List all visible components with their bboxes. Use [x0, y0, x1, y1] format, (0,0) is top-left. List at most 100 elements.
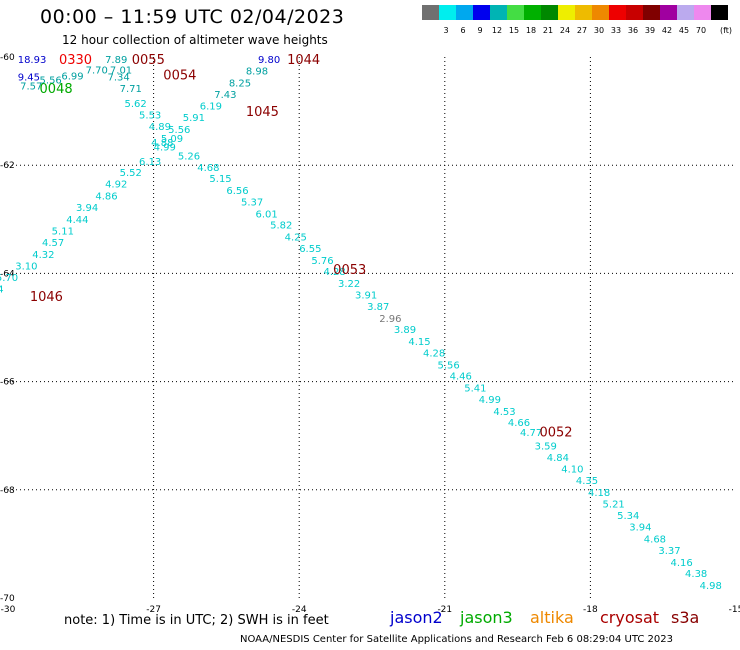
wave-height-value: 8.25	[229, 78, 251, 89]
wave-height-value: 4.84	[547, 453, 569, 464]
wave-height-value: 5.56	[40, 76, 62, 87]
wave-height-value: 4.86	[95, 191, 117, 202]
map-title: 00:00 – 11:59 UTC 02/04/2023	[40, 6, 345, 28]
wave-height-value: 3.94	[629, 523, 651, 534]
wave-height-value: 4.53	[493, 407, 515, 418]
wave-height-value: 4.77	[520, 428, 542, 439]
wave-height-value: 4.25	[285, 233, 307, 244]
wave-height-value: 4.66	[508, 418, 530, 429]
wave-height-value: 9.80	[258, 55, 280, 66]
wave-height-value: 4.46	[450, 372, 472, 383]
wave-height-value: 4.38	[685, 569, 707, 580]
lon-tick-label: -15	[729, 605, 740, 615]
wave-height-value: 4.64	[0, 285, 4, 296]
map-subtitle: 12 hour collection of altimeter wave hei…	[62, 33, 328, 47]
colorbar-unit: (ft)	[720, 26, 733, 35]
colorbar-swatch	[694, 5, 711, 20]
colorbar-swatch	[609, 5, 626, 20]
wave-height-value: 5.09	[161, 134, 183, 145]
colorbar-label: 70	[695, 26, 707, 35]
colorbar-swatch	[456, 5, 473, 20]
lon-tick-label: -21	[437, 605, 452, 615]
colorbar-swatch	[507, 5, 524, 20]
pass-time-label: 0053	[333, 263, 366, 278]
wave-height-value: 5.37	[241, 197, 263, 208]
wave-height-value: 6.13	[139, 157, 161, 168]
wave-height-value: 4.44	[66, 215, 88, 226]
pass-time-label: 1044	[287, 53, 320, 68]
pass-time-label: 0048	[40, 82, 73, 97]
wave-height-value: 18.93	[18, 55, 47, 66]
wave-height-value: 3.89	[394, 325, 416, 336]
pass-time-label: 0052	[539, 425, 572, 440]
lon-tick-label: -27	[146, 605, 161, 615]
credit-line: NOAA/NESDIS Center for Satellite Applica…	[240, 634, 673, 645]
colorbar-swatch	[643, 5, 660, 20]
wave-height-value: 4.35	[576, 476, 598, 487]
wave-height-value: 9.45	[18, 72, 40, 83]
colorbar-label: 27	[576, 26, 588, 35]
wave-height-value: 4.18	[588, 488, 610, 499]
colorbar-label: 33	[610, 26, 622, 35]
lat-tick-label: -68	[0, 486, 15, 496]
satellite-legend-jason2: jason2	[390, 608, 443, 627]
satellite-legend-jason3: jason3	[460, 608, 513, 627]
wave-height-value: 4.99	[479, 395, 501, 406]
wave-height-value: 4.68	[197, 163, 219, 174]
wave-height-value: 6.55	[299, 244, 321, 255]
colorbar-swatch	[575, 5, 592, 20]
colorbar-label: 6	[460, 26, 466, 35]
wave-height-value: 6.56	[226, 186, 248, 197]
lat-tick-label: -60	[0, 53, 15, 63]
colorbar-swatch	[439, 5, 456, 20]
colorbar-label: 9	[477, 26, 483, 35]
wave-height-value: 7.89	[105, 55, 127, 66]
colorbar-label: 3	[443, 26, 449, 35]
colorbar-label: 12	[491, 26, 503, 35]
colorbar-label: 18	[525, 26, 537, 35]
wave-height-value: 4.16	[670, 558, 692, 569]
wave-height-value: 3.59	[535, 441, 557, 452]
colorbar-swatch	[626, 5, 643, 20]
lat-tick-label: -64	[0, 269, 15, 279]
colorbar-swatch	[660, 5, 677, 20]
pass-time-label: 0330	[59, 53, 92, 68]
wave-height-value: 4.89	[149, 122, 171, 133]
colorbar-label: 15	[508, 26, 520, 35]
colorbar-label: 30	[593, 26, 605, 35]
wave-height-value: 3.91	[355, 290, 377, 301]
colorbar-swatch	[422, 5, 439, 20]
colorbar-swatch	[473, 5, 490, 20]
colorbar-label: 45	[678, 26, 690, 35]
pass-time-label: 1046	[30, 290, 63, 305]
pass-time-label: 0054	[163, 68, 196, 83]
lon-tick-label: -30	[1, 605, 16, 615]
wave-height-value: 5.41	[464, 384, 486, 395]
wave-height-value: 7.01	[110, 65, 132, 76]
wave-height-value: 8.98	[246, 67, 268, 78]
colorbar-label: 39	[644, 26, 656, 35]
wave-height-value: 5.21	[603, 499, 625, 510]
wave-height-value: 2.96	[379, 314, 401, 325]
colorbar-label: 36	[627, 26, 639, 35]
colorbar-label: 24	[559, 26, 571, 35]
lon-tick-label: -24	[292, 605, 307, 615]
colorbar-swatch	[541, 5, 558, 20]
wave-height-value: 4.98	[700, 581, 722, 592]
colorbar-swatch	[677, 5, 694, 20]
wave-height-value: 3.87	[367, 302, 389, 313]
colorbar-swatch	[592, 5, 609, 20]
wave-height-value: 5.62	[124, 99, 146, 110]
wave-height-value: 5.70	[0, 273, 18, 284]
wave-height-value: 7.34	[107, 72, 129, 83]
wave-height-value: 5.91	[183, 113, 205, 124]
lat-tick-label: -66	[0, 378, 15, 388]
wave-height-value: 4.32	[32, 250, 54, 261]
colorbar-swatch	[524, 5, 541, 20]
wave-height-value: 5.26	[178, 151, 200, 162]
wave-height-value: 4.15	[408, 337, 430, 348]
wave-height-value: 4.88	[151, 138, 173, 149]
satellite-legend-cryosat: cryosat	[600, 608, 660, 627]
wave-height-value: 4.68	[644, 534, 666, 545]
colorbar-label: 42	[661, 26, 673, 35]
